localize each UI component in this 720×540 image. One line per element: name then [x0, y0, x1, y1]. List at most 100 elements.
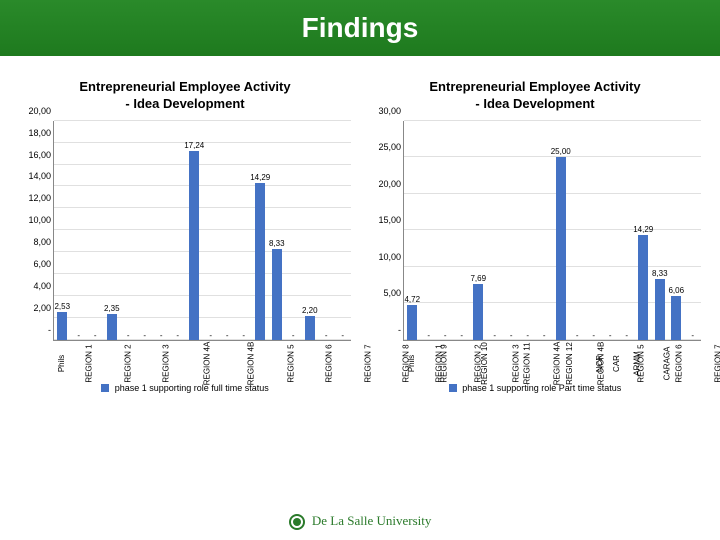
bar: 6,06 — [671, 296, 681, 340]
xtick-label: REGION 1 — [85, 344, 94, 382]
bar-empty-dash: - — [341, 331, 344, 340]
bar-value-label: 14,29 — [633, 225, 653, 234]
bar-value-label: 2,53 — [54, 302, 70, 311]
chart-left-area: -2,004,006,008,0010,0012,0014,0016,0018,… — [15, 121, 355, 341]
bar-slot: 14,29 — [252, 121, 269, 340]
xtick-label: REGION 7 — [363, 344, 372, 382]
bar: 2,20 — [305, 316, 315, 340]
bar: 4,72 — [407, 305, 417, 339]
university-logo-icon — [289, 514, 305, 530]
xtick-label: REGION 5 — [637, 344, 646, 382]
bar-slot: - — [170, 121, 187, 340]
chart-left-legend: phase 1 supporting role full time status — [15, 383, 355, 393]
bar-slot: - — [454, 121, 471, 340]
bar-slot: 2,53 — [54, 121, 71, 340]
xtick-label: REGION 7 — [713, 344, 720, 382]
bar-value-label: 25,00 — [551, 147, 571, 156]
bar-empty-dash: - — [576, 331, 579, 340]
chart-right-title-1: Entrepreneurial Employee Activity — [429, 79, 640, 94]
bar-empty-dash: - — [94, 331, 97, 340]
bar-slot: - — [153, 121, 170, 340]
bar-value-label: 8,33 — [269, 239, 285, 248]
bar: 8,33 — [272, 249, 282, 340]
chart-right-title: Entrepreneurial Employee Activity - Idea… — [365, 79, 705, 113]
bar-empty-dash: - — [493, 331, 496, 340]
bar-value-label: 2,35 — [104, 304, 120, 313]
ytick-label: 20,00 — [28, 106, 54, 116]
xtick-label: REGION 4B — [596, 341, 605, 385]
bar-slot: 8,33 — [652, 121, 669, 340]
legend-swatch — [449, 384, 457, 392]
ytick-label: 10,00 — [378, 252, 404, 262]
xtick-label: Phils — [407, 355, 416, 372]
ytick-label: 16,00 — [28, 150, 54, 160]
xtick-label: REGION 4B — [246, 341, 255, 385]
xtick-label: REGION 6 — [325, 344, 334, 382]
bar-value-label: 6,06 — [668, 286, 684, 295]
chart-left-title: Entrepreneurial Employee Activity - Idea… — [15, 79, 355, 113]
xtick-label: CARAGA — [662, 346, 671, 380]
bar-value-label: 4,72 — [404, 295, 420, 304]
bar-slot: - — [236, 121, 253, 340]
bar-value-label: 14,29 — [250, 173, 270, 182]
chart-right-legend: phase 1 supporting role Part time status — [365, 383, 705, 393]
bar-empty-dash: - — [444, 331, 447, 340]
ytick-label: 12,00 — [28, 193, 54, 203]
ytick-label: 20,00 — [378, 179, 404, 189]
bar-slot: 6,06 — [668, 121, 685, 340]
xtick-label: Phils — [57, 355, 66, 372]
bar-value-label: 17,24 — [184, 141, 204, 150]
charts-row: Entrepreneurial Employee Activity - Idea… — [0, 59, 720, 403]
xtick-label: REGION 4A — [202, 341, 211, 385]
ytick-label: 18,00 — [28, 128, 54, 138]
bar-slot: - — [685, 121, 702, 340]
bars-group: 4,72---7,69----25,00----14,298,336,06- — [404, 121, 701, 340]
bar-empty-dash: - — [242, 331, 245, 340]
slide-header: Findings — [0, 0, 720, 59]
bar-value-label: 2,20 — [302, 306, 318, 315]
bar-slot: 2,35 — [104, 121, 121, 340]
xtick-label: REGION 5 — [287, 344, 296, 382]
bar-value-label: 8,33 — [652, 269, 668, 278]
chart-left-title-1: Entrepreneurial Employee Activity — [79, 79, 290, 94]
bar: 17,24 — [189, 151, 199, 340]
bar-slot: - — [318, 121, 335, 340]
bar: 14,29 — [638, 235, 648, 339]
bar: 2,53 — [57, 312, 67, 340]
xtick-label: REGION 3 — [161, 344, 170, 382]
bar-slot: - — [203, 121, 220, 340]
chart-right-xlabels: PhilsREGION 1REGION 2REGION 3REGION 4ARE… — [403, 341, 701, 350]
bar-slot: 7,69 — [470, 121, 487, 340]
chart-left-title-2: - Idea Development — [125, 96, 244, 111]
bar-empty-dash: - — [460, 331, 463, 340]
bar-empty-dash: - — [510, 331, 513, 340]
chart-left: Entrepreneurial Employee Activity - Idea… — [15, 79, 355, 393]
bar-empty-dash: - — [609, 331, 612, 340]
bar-slot: - — [586, 121, 603, 340]
ytick-label: 5,00 — [383, 288, 404, 298]
ytick-label: 25,00 — [378, 142, 404, 152]
ytick-label: 2,00 — [33, 303, 54, 313]
xtick-label: REGION 2 — [123, 344, 132, 382]
bar-slot: - — [503, 121, 520, 340]
bars-group: 2,53--2,35----17,24---14,298,33-2,20-- — [54, 121, 351, 340]
xtick-label: REGION 2 — [473, 344, 482, 382]
bar-slot: - — [421, 121, 438, 340]
ytick-label: 10,00 — [28, 215, 54, 225]
ytick-label: 6,00 — [33, 259, 54, 269]
bar-slot: 14,29 — [635, 121, 652, 340]
bar-value-label: 7,69 — [470, 274, 486, 283]
ytick-label: 15,00 — [378, 215, 404, 225]
bar: 8,33 — [655, 279, 665, 340]
bar-slot: - — [71, 121, 88, 340]
legend-swatch — [101, 384, 109, 392]
xtick-label: CAR — [612, 355, 621, 372]
chart-left-plot: -2,004,006,008,0010,0012,0014,0016,0018,… — [53, 121, 351, 341]
bar-empty-dash: - — [226, 331, 229, 340]
bar-empty-dash: - — [592, 331, 595, 340]
footer-text: De La Salle University — [312, 513, 432, 528]
xtick-label: REGION 4A — [552, 341, 561, 385]
bar: 25,00 — [556, 157, 566, 340]
bar-slot: - — [520, 121, 537, 340]
ytick-label: 4,00 — [33, 281, 54, 291]
